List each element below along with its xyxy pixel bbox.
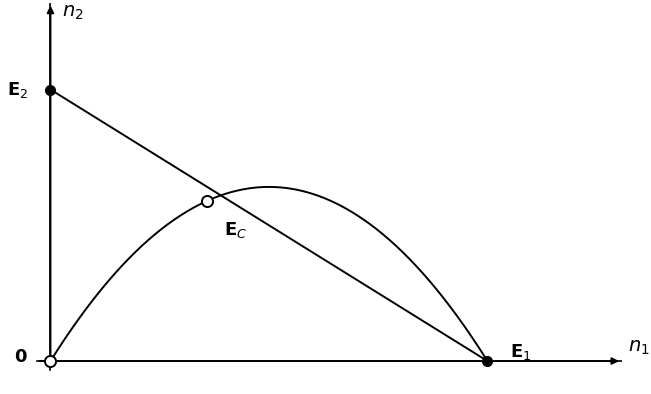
Text: $\mathbf{E}_2$: $\mathbf{E}_2$ xyxy=(7,80,28,100)
Text: $n_1$: $n_1$ xyxy=(628,338,649,357)
Text: $n_2$: $n_2$ xyxy=(62,3,83,22)
Text: $\mathbf{0}$: $\mathbf{0}$ xyxy=(14,348,28,366)
Text: $\mathbf{E}_{\mathit{C}}$: $\mathbf{E}_{\mathit{C}}$ xyxy=(224,219,247,240)
Text: $\mathbf{E}_1$: $\mathbf{E}_1$ xyxy=(510,342,531,362)
